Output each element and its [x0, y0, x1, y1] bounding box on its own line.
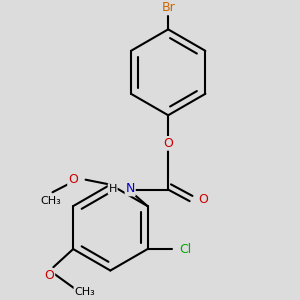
Text: CH₃: CH₃	[74, 287, 95, 297]
Text: Cl: Cl	[179, 243, 191, 256]
Text: O: O	[163, 137, 173, 150]
Text: O: O	[68, 173, 78, 186]
Text: CH₃: CH₃	[40, 196, 61, 206]
Text: O: O	[44, 269, 54, 282]
Text: O: O	[199, 193, 208, 206]
Text: N: N	[125, 182, 135, 195]
Text: H: H	[109, 184, 117, 194]
Text: Br: Br	[161, 2, 175, 14]
